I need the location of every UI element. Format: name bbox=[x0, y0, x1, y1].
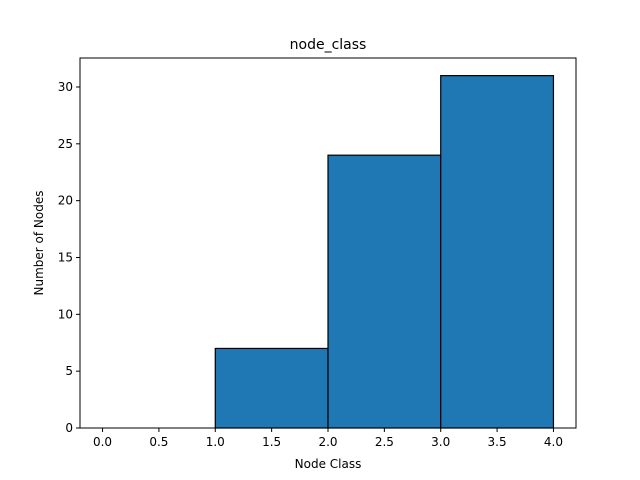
y-tick-label: 15 bbox=[58, 250, 73, 264]
x-tick-label: 1.5 bbox=[262, 435, 281, 449]
x-tick-label: 0.5 bbox=[149, 435, 168, 449]
histogram-bar bbox=[440, 75, 555, 429]
bars-layer bbox=[214, 75, 555, 429]
x-tick-label: 2.0 bbox=[318, 435, 337, 449]
chart-title: node_class bbox=[290, 37, 367, 53]
x-axis-ticks: 0.0 0.5 1.0 1.5 2.0 2.5 3.0 3.5 4.0 bbox=[93, 428, 563, 449]
y-axis-label: Number of Nodes bbox=[32, 191, 46, 296]
y-tick-label: 5 bbox=[65, 364, 73, 378]
x-tick-label: 1.0 bbox=[206, 435, 225, 449]
x-tick-label: 2.5 bbox=[375, 435, 394, 449]
x-tick-label: 0.0 bbox=[93, 435, 112, 449]
x-tick-label: 3.5 bbox=[488, 435, 507, 449]
y-tick-label: 30 bbox=[58, 80, 73, 94]
x-tick-label: 4.0 bbox=[544, 435, 563, 449]
histogram-bar bbox=[327, 154, 442, 429]
y-axis-ticks: 0 5 10 15 20 25 30 bbox=[58, 80, 80, 435]
y-tick-label: 10 bbox=[58, 307, 73, 321]
y-tick-label: 20 bbox=[58, 194, 73, 208]
y-tick-label: 25 bbox=[58, 137, 73, 151]
x-axis-label: Node Class bbox=[295, 457, 362, 471]
histogram-bar bbox=[214, 347, 329, 429]
x-tick-label: 3.0 bbox=[431, 435, 450, 449]
y-tick-label: 0 bbox=[65, 421, 73, 435]
